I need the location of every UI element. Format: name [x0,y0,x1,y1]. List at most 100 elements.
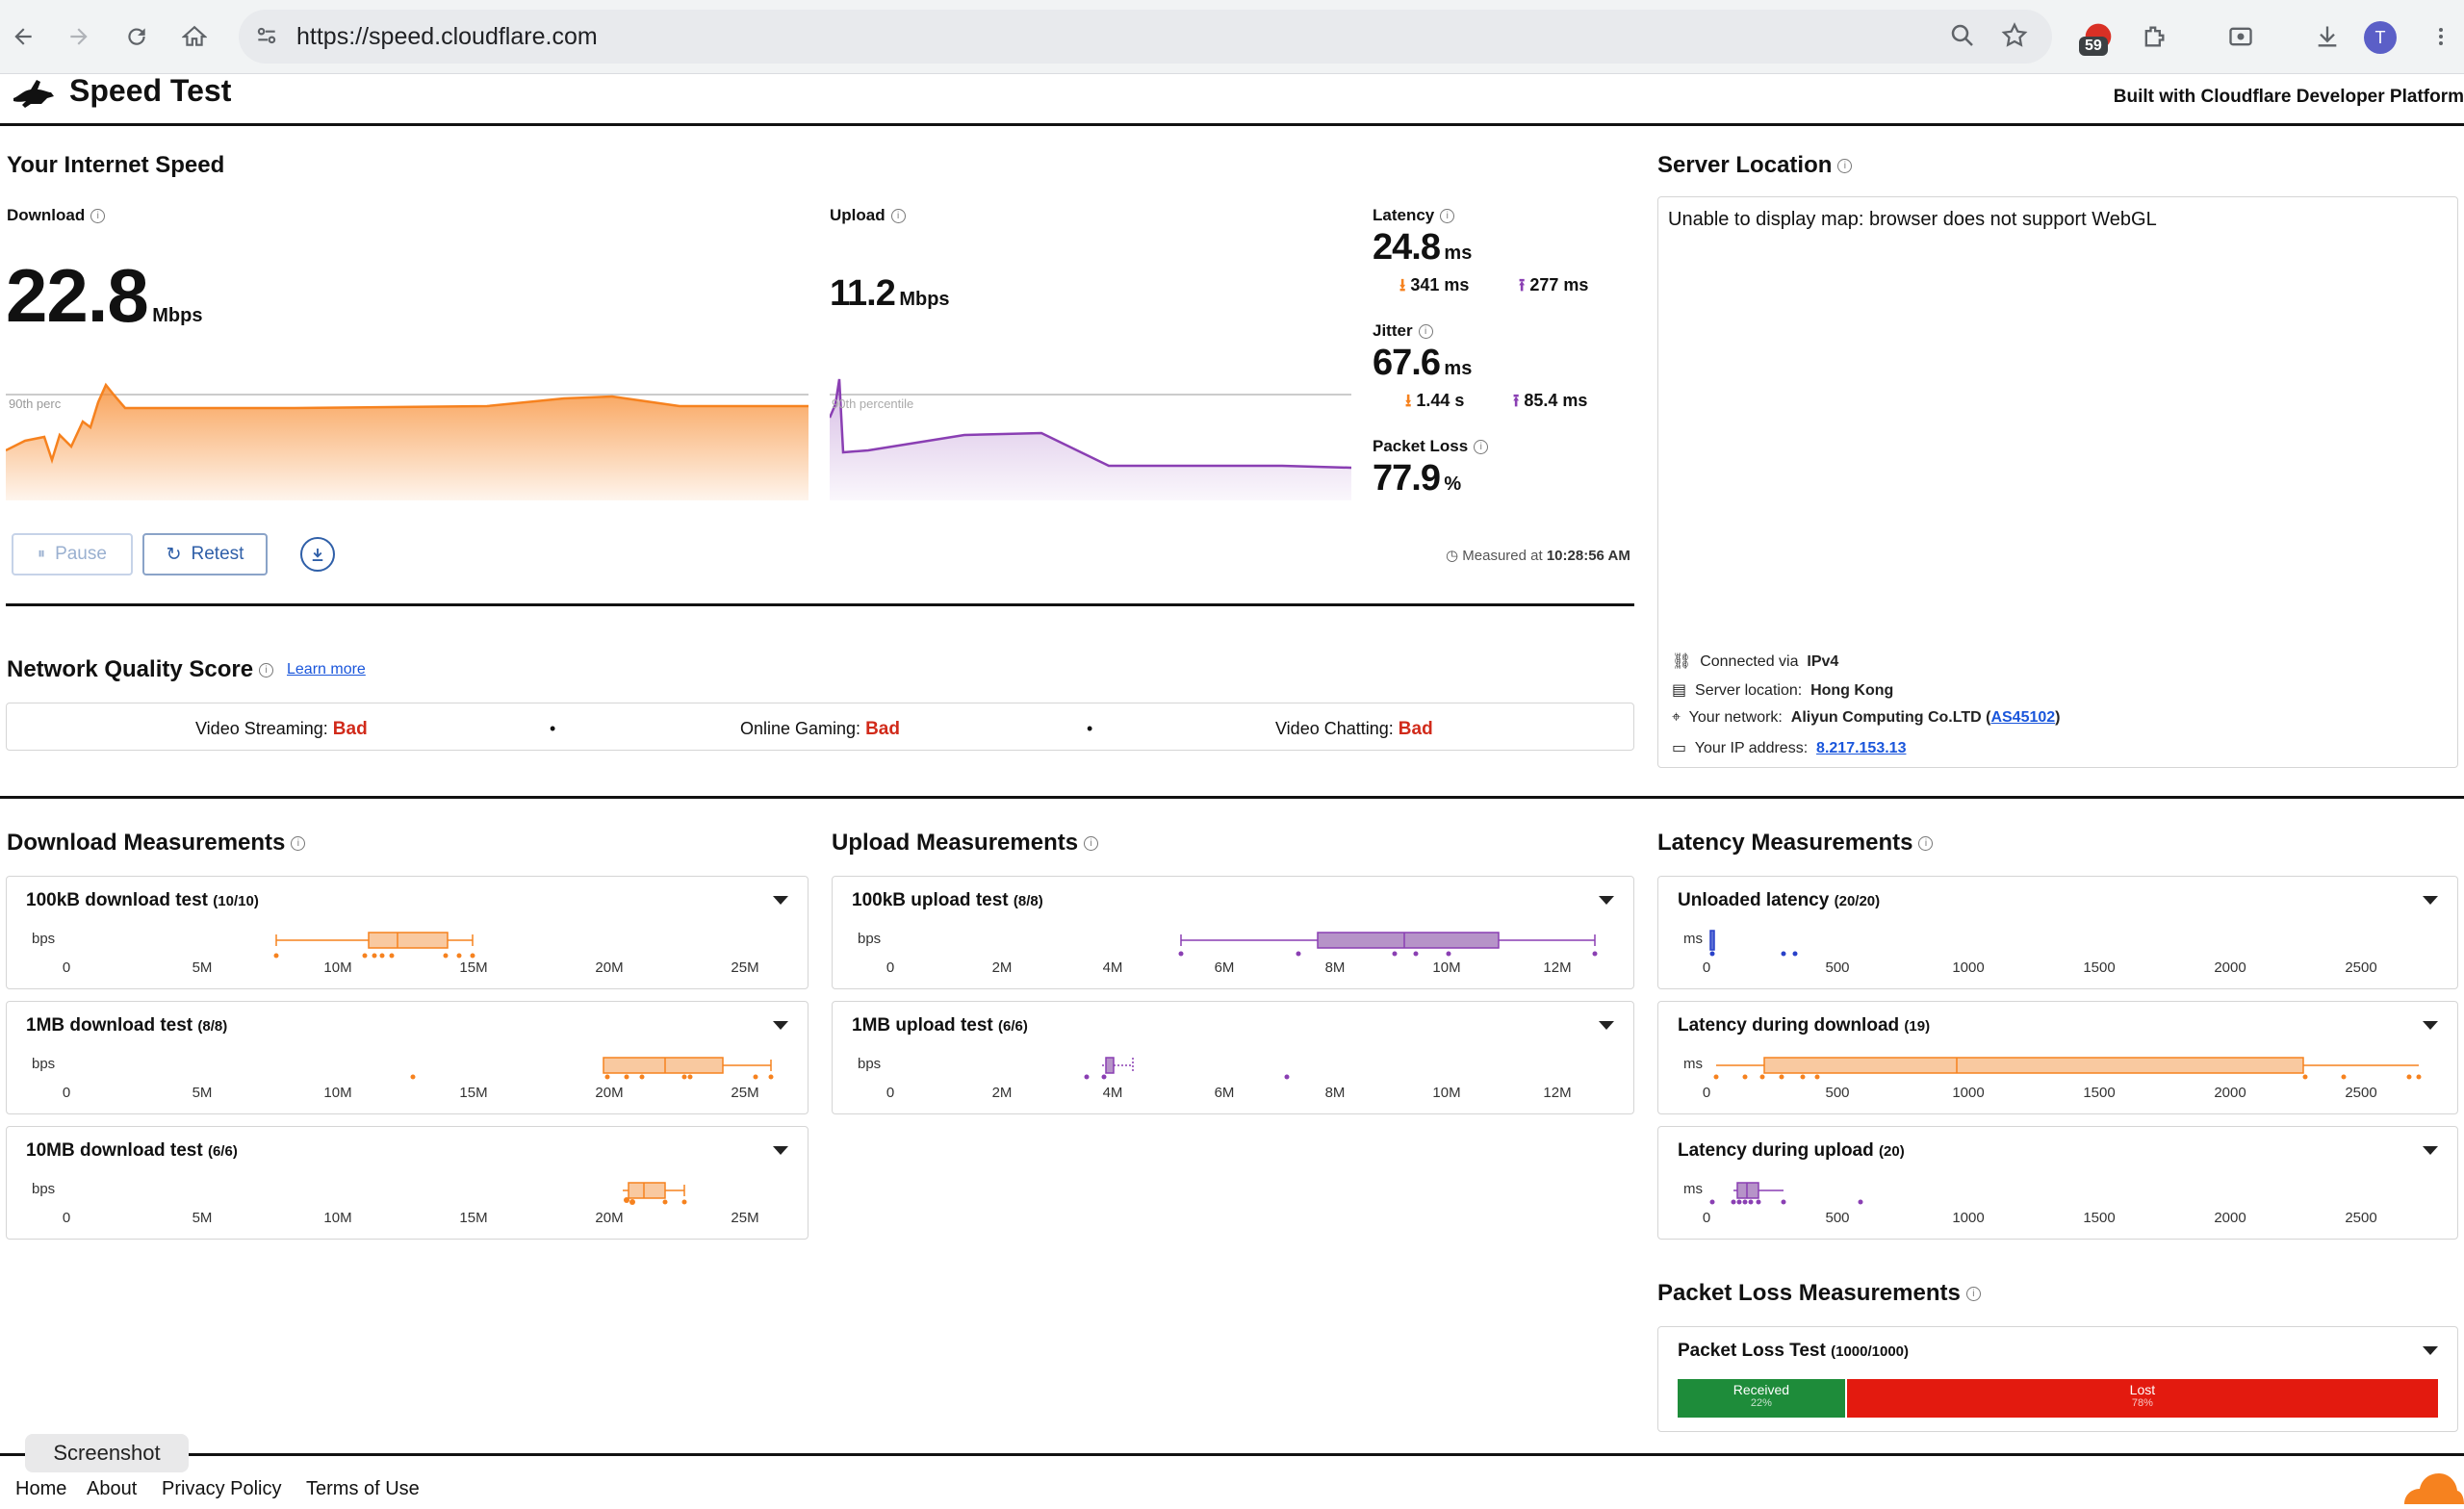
chevron-down-icon[interactable] [2423,1146,2438,1155]
address-bar[interactable]: https://speed.cloudflare.com [239,10,2052,64]
info-icon[interactable]: i [291,836,306,852]
info-icon[interactable]: i [259,663,274,678]
info-icon[interactable]: i [1837,159,1853,174]
info-icon[interactable]: i [1418,324,1433,340]
latency-upload-card[interactable]: Latency during upload (20) ms 0 500 1000… [1657,1126,2458,1240]
footer-terms-link[interactable]: Terms of Use [306,1478,420,1499]
pause-button[interactable]: ⏸ Pause [12,533,133,575]
measured-at: ◷ Measured at 10:28:56 AM [1446,547,1630,564]
tick-label: 4M [1102,959,1123,976]
received-segment: Received 22% [1678,1379,1847,1418]
card-title: 100kB download test (10/10) [26,890,259,911]
upload-measurements-title-text: Upload Measurements [832,830,1079,856]
puzzle-icon[interactable] [2133,15,2175,58]
separator-dot: • [550,719,556,738]
packet-loss-card[interactable]: Packet Loss Test (1000/1000) Received 22… [1657,1326,2458,1432]
download-1mb-card[interactable]: 1MB download test (8/8) bps 0 5M 10M 15M… [6,1001,808,1114]
home-icon[interactable] [173,15,216,58]
tick-label: 2500 [2345,1210,2377,1226]
server-location-title-text: Server Location [1657,152,1833,178]
bookmark-star-icon[interactable] [2000,21,2029,55]
retest-button[interactable]: ↻ Retest [142,533,268,575]
separator-dot: • [1087,719,1093,738]
upload-1mb-card[interactable]: 1MB upload test (6/6) bps 0 2M 4M 6M 8M … [832,1001,1634,1114]
tick-label: 15M [459,1085,488,1101]
reload-icon[interactable] [116,15,158,58]
unloaded-latency-card[interactable]: Unloaded latency (20/20) ms 0 500 1000 1… [1657,876,2458,989]
info-icon[interactable]: i [890,209,906,224]
arrow-up-icon: ⭱ [1519,275,1526,294]
card-name: Unloaded latency [1678,890,1830,910]
info-icon[interactable]: i [90,209,106,224]
server-location-card: Unable to display map: browser does not … [1657,196,2458,768]
latency-download-card[interactable]: Latency during download (19) ms 0 500 10… [1657,1001,2458,1114]
chevron-down-icon[interactable] [2423,896,2438,905]
forward-icon[interactable] [58,15,100,58]
menu-icon[interactable] [2420,15,2462,58]
latency-up-value: 277 ms [1529,275,1589,294]
avatar[interactable]: T [2364,21,2397,54]
retest-icon: ↻ [166,544,182,565]
tick-label: 0 [1702,959,1711,976]
tick-label: 10M [323,1085,352,1101]
card-name: Latency during download [1678,1015,1900,1036]
chevron-down-icon[interactable] [773,896,788,905]
latency-up: ⭱ 277 ms [1519,273,1588,302]
screenshot-tool-icon[interactable] [2220,15,2262,58]
info-icon[interactable]: i [1084,836,1099,852]
measured-prefix: Measured at [1462,548,1543,564]
chevron-down-icon[interactable] [2423,1346,2438,1355]
download-results-button[interactable] [300,537,335,572]
boxplot [1713,1057,2422,1080]
url-text[interactable]: https://speed.cloudflare.com [296,23,598,50]
ip-link[interactable]: 8.217.153.13 [1816,740,1907,756]
chevron-down-icon[interactable] [773,1146,788,1155]
download-line [6,382,808,465]
packet-loss-unit: % [1444,473,1462,495]
upload-area [830,379,1351,500]
quality-score: Bad [332,719,368,739]
tick-label: 2M [991,959,1013,976]
learn-more-link[interactable]: Learn more [287,661,366,678]
card-count: (8/8) [1013,893,1043,909]
download-100kb-card[interactable]: 100kB download test (10/10) bps 0 5M 10M… [6,876,808,989]
info-icon[interactable]: i [1474,440,1489,455]
built-with-text: Built with Cloudflare Developer Platform [2113,87,2464,107]
packet-loss-label-text: Packet Loss [1373,437,1469,455]
asn-link[interactable]: AS45102 [1990,709,2056,726]
upload-value-block: 11.2 Mbps [830,273,950,315]
quality-title-text: Network Quality Score [7,656,254,682]
tick-label: 0 [62,1085,71,1101]
packet-loss-label: Packet Loss i [1373,437,1489,456]
connected-value: IPv4 [1807,653,1839,670]
chevron-down-icon[interactable] [2423,1021,2438,1030]
info-icon[interactable]: i [1440,209,1455,224]
footer-home-link[interactable]: Home [15,1478,67,1499]
network-value: Aliyun Computing Co.LTD ( [1790,709,1991,726]
back-icon[interactable] [2,15,44,58]
download-10mb-card[interactable]: 10MB download test (6/6) bps 0 5M 10M 15… [6,1126,808,1240]
latency-label: Latency i [1373,206,1455,225]
server-location-line: ▤ Server location: Hong Kong [1672,680,1893,700]
location-label: Server location: [1695,682,1803,699]
chevron-down-icon[interactable] [773,1021,788,1030]
info-icon[interactable]: i [1965,1287,1981,1302]
info-icon[interactable]: i [1918,836,1934,852]
jitter-unit: ms [1444,358,1473,379]
download-area [6,385,808,500]
chevron-down-icon[interactable] [1599,1021,1614,1030]
chevron-down-icon[interactable] [1599,896,1614,905]
download-value: 22.8 [6,253,149,338]
footer-privacy-link[interactable]: Privacy Policy [162,1478,282,1499]
download-icon[interactable] [2306,15,2348,58]
card-count: (6/6) [207,1143,238,1160]
tick-label: 500 [1825,1085,1850,1101]
zoom-icon[interactable] [1948,21,1977,55]
download-results-icon [312,549,323,561]
site-info-icon[interactable] [254,23,279,53]
footer-about-link[interactable]: About [87,1478,138,1499]
measured-time: 10:28:56 AM [1546,548,1630,564]
tick-label: 1500 [2083,1210,2116,1226]
jitter-label-text: Jitter [1373,321,1413,340]
upload-100kb-card[interactable]: 100kB upload test (8/8) bps 0 2M 4M 6M 8… [832,876,1634,989]
